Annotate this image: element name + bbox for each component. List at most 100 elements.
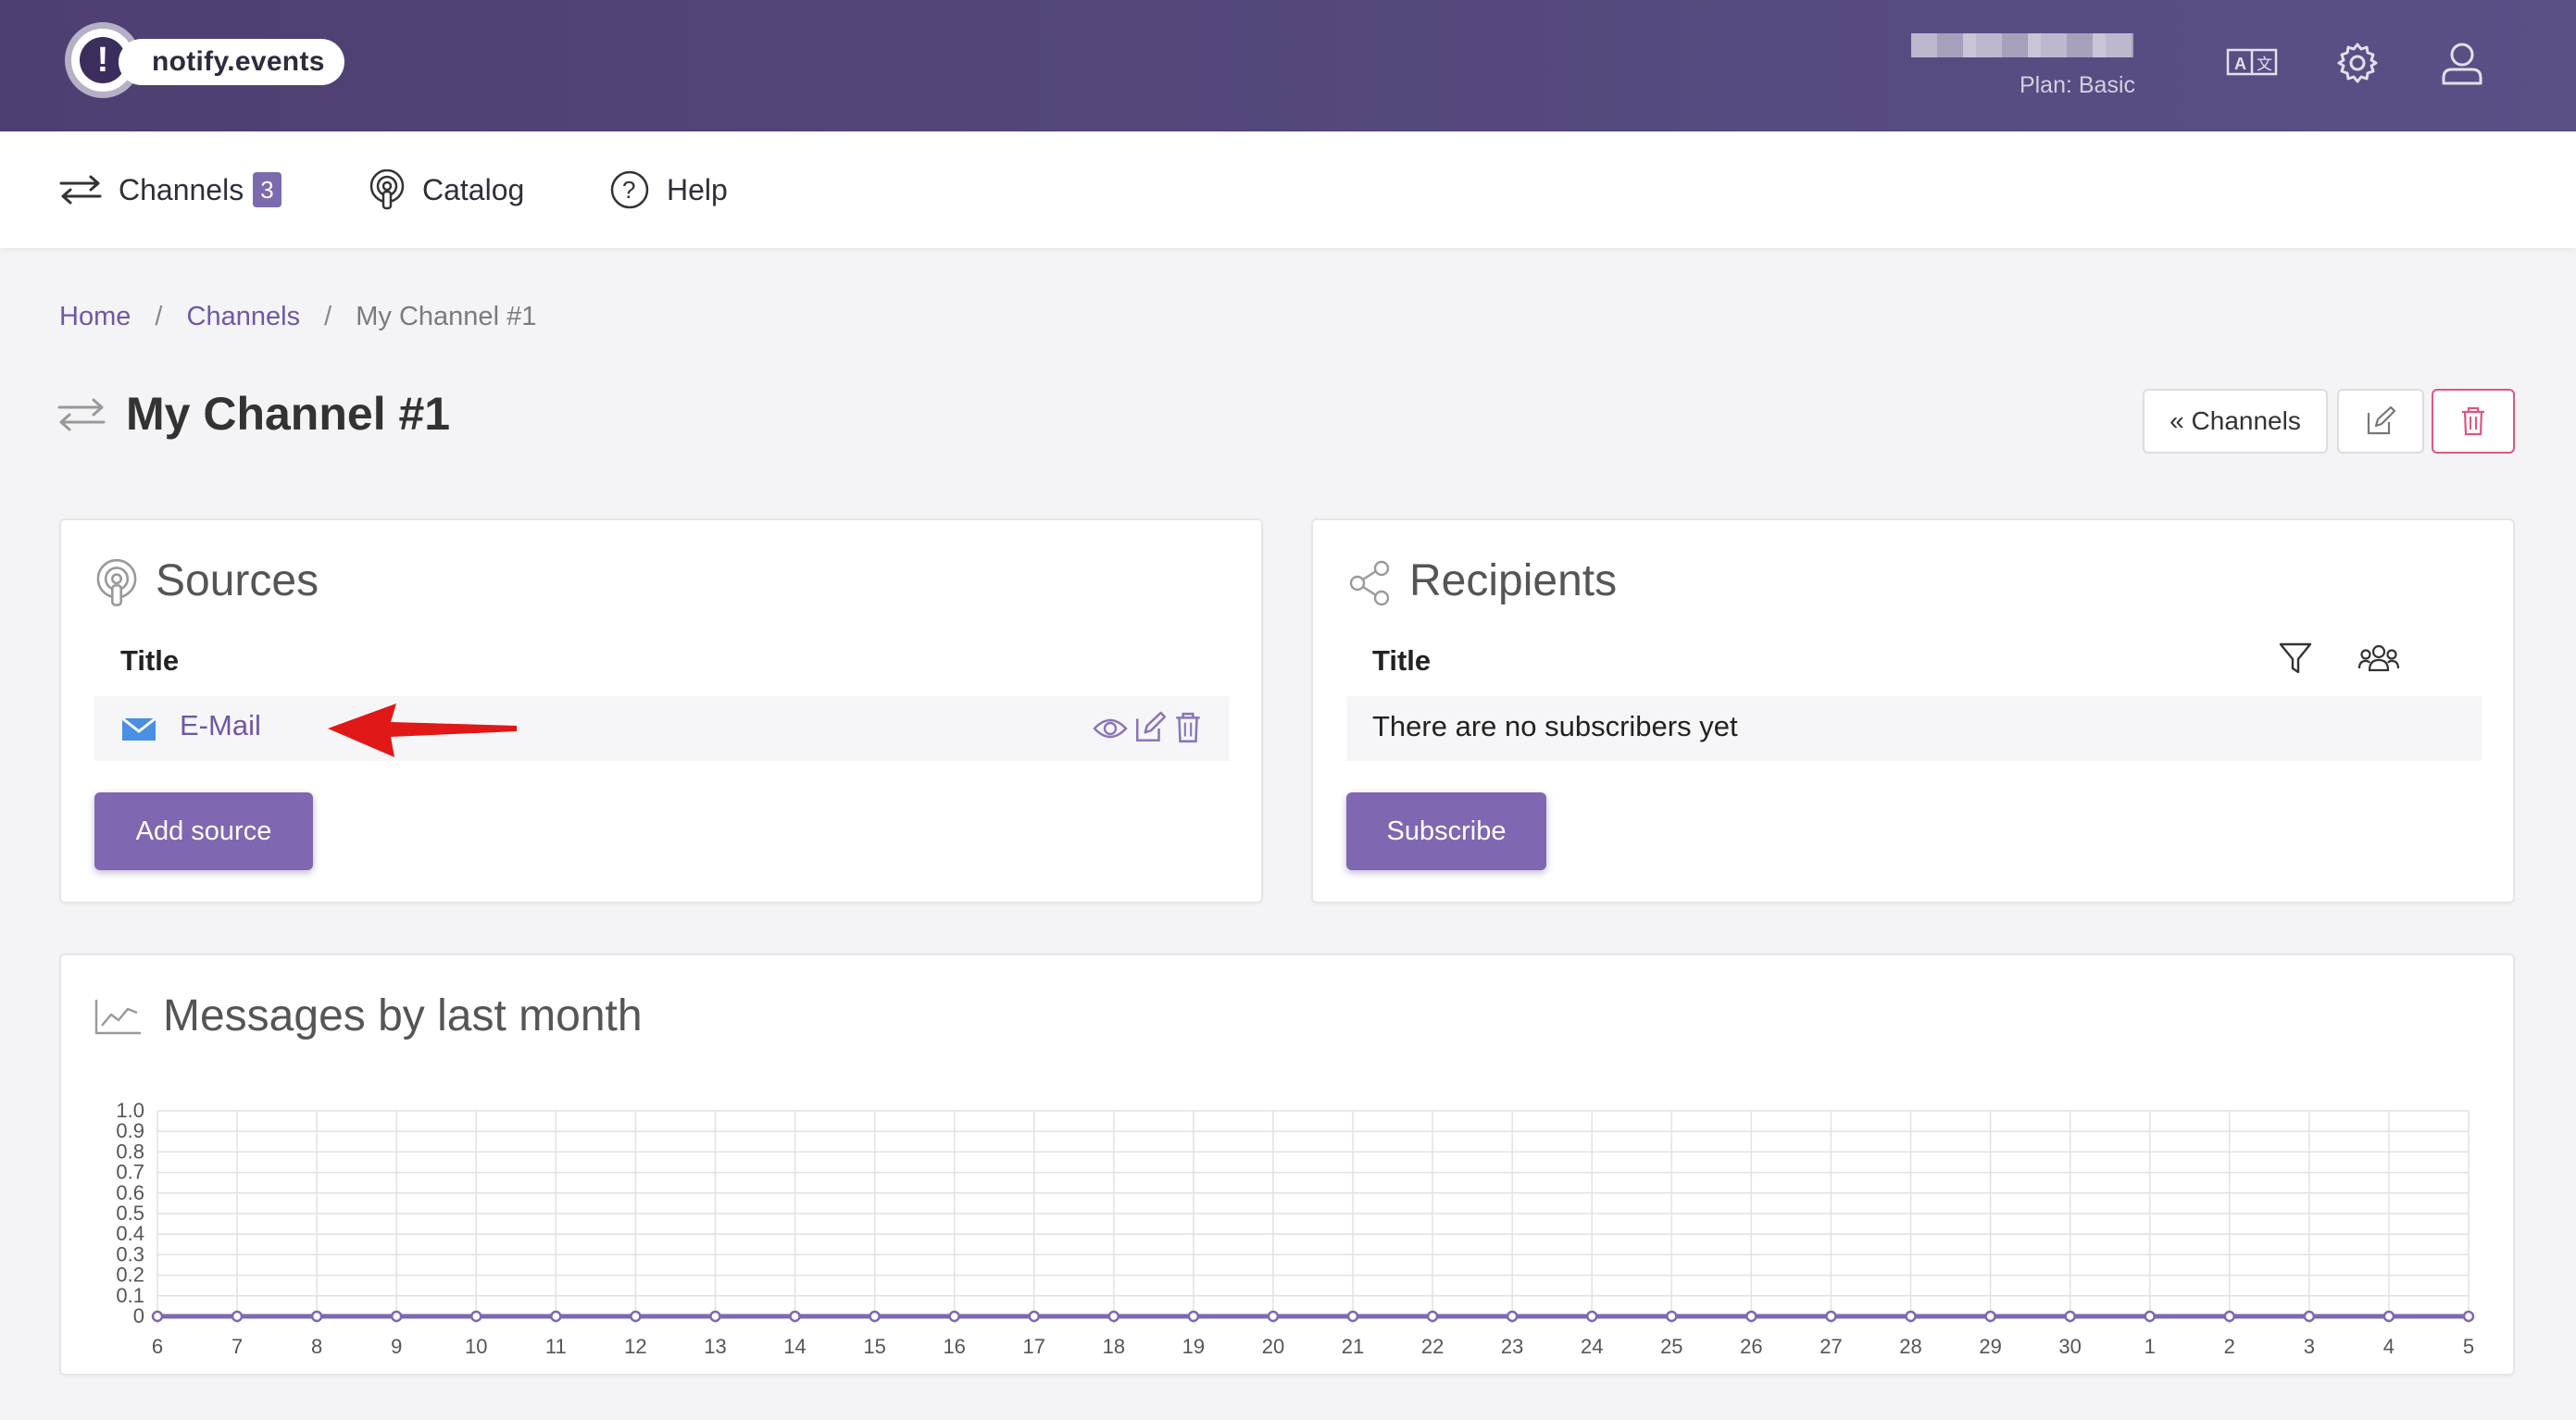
edit-channel-button[interactable] [2337,389,2424,454]
gear-icon[interactable] [2335,41,2380,90]
delete-channel-button[interactable] [2432,389,2515,454]
data-point [1267,1310,1280,1323]
data-point [2303,1310,2316,1323]
data-point [1107,1310,1120,1323]
back-to-channels-button[interactable]: « Channels [2143,389,2328,454]
data-point [1984,1310,1996,1323]
edit-icon[interactable] [1133,711,1167,749]
nav-help[interactable]: ? Help [609,165,728,215]
channels-count-badge: 3 [253,172,281,207]
data-point [1506,1310,1519,1323]
y-tick-label: 0.1 [116,1284,144,1307]
breadcrumb-separator: / [155,302,163,331]
breadcrumb-channels[interactable]: Channels [186,302,301,331]
svg-text:文: 文 [2257,56,2272,74]
data-point [1825,1310,1837,1323]
filter-icon[interactable] [2278,641,2313,680]
mail-icon [121,716,156,745]
data-point [1346,1310,1359,1323]
x-tick-label: 22 [1421,1335,1444,1358]
x-tick-label: 11 [545,1335,567,1358]
sources-title: Sources [156,556,319,605]
x-tick-label: 29 [1979,1335,2001,1358]
data-point [2462,1310,2475,1323]
nav-channels[interactable]: Channels 3 [59,165,281,215]
brand-name[interactable]: notify.events [119,39,344,85]
x-tick-label: 10 [465,1335,487,1358]
trash-icon[interactable] [1174,711,1202,749]
x-tick-label: 30 [2058,1335,2081,1358]
data-point [869,1310,881,1323]
x-tick-label: 16 [943,1335,965,1358]
nav-help-label: Help [667,172,728,206]
view-icon[interactable] [1093,713,1128,749]
data-point [550,1310,562,1323]
y-tick-label: 0.3 [116,1242,144,1265]
recipients-card: Recipients Title There are no subscriber… [1311,518,2515,903]
y-tick-label: 0.9 [116,1119,144,1142]
y-tick-label: 0 [133,1304,144,1327]
y-tick-label: 0.6 [116,1181,144,1204]
data-point [1585,1310,1598,1323]
data-point [709,1310,721,1323]
user-icon[interactable] [2441,41,2483,90]
recipients-empty-row: There are no subscribers yet [1346,696,2482,761]
x-tick-label: 13 [704,1335,726,1358]
y-tick-label: 0.5 [116,1202,144,1225]
x-tick-label: 6 [152,1335,163,1358]
logo-glyph: ! [80,37,126,83]
page-title: My Channel #1 [126,388,451,440]
translate-icon[interactable]: A 文 [2226,46,2278,82]
x-tick-label: 25 [1660,1335,1682,1358]
source-row[interactable]: E-Mail [94,696,1230,761]
recipients-title: Recipients [1409,556,1618,605]
svg-text:A: A [2234,55,2246,73]
data-point [2382,1310,2395,1323]
podcast-icon [369,169,405,210]
messages-chart-card: Messages by last month 1.0 0.9 0.8 0.7 0.6 0.… [59,953,2515,1376]
y-tick-label: 0.2 [116,1264,144,1287]
messages-chart: 1.00.90.80.70.60.50.40.30.20.106 7 8 9 10 11 1… [116,1099,2475,1358]
x-tick-label: 12 [624,1335,646,1358]
account-name-blurred [1911,33,2133,57]
sources-column-title: Title [120,644,180,677]
sources-card: Sources Title E-Mail [59,518,1263,903]
x-tick-label: 8 [311,1335,322,1358]
data-point [470,1310,482,1323]
users-group-icon[interactable] [2357,641,2400,680]
data-point [1028,1310,1041,1323]
x-tick-label: 27 [1819,1335,1842,1358]
x-tick-label: 2 [2224,1335,2235,1358]
breadcrumb: Home / Channels / My Channel #1 [59,302,536,332]
data-point [789,1310,801,1323]
source-email-link[interactable]: E-Mail [180,709,261,741]
x-tick-label: 26 [1740,1335,1762,1358]
trash-icon [2462,406,2484,436]
breadcrumb-separator: / [324,302,332,331]
data-point [151,1310,164,1323]
data-point [310,1310,323,1323]
y-tick-label: 0.4 [116,1222,144,1245]
subscribe-button[interactable]: Subscribe [1346,792,1546,870]
x-tick-label: 9 [391,1335,402,1358]
breadcrumb-home[interactable]: Home [59,302,131,331]
x-tick-label: 19 [1182,1335,1205,1358]
x-tick-label: 3 [2304,1335,2315,1358]
nav-channels-label: Channels [119,172,244,206]
data-point [630,1310,642,1323]
add-source-button[interactable]: Add source [94,792,313,870]
data-point [2223,1310,2236,1323]
y-tick-label: 1.0 [116,1099,144,1122]
x-tick-label: 20 [1262,1335,1284,1358]
x-tick-label: 1 [2145,1335,2156,1358]
data-point [390,1310,403,1323]
no-subscribers-text: There are no subscribers yet [1372,710,1738,742]
y-tick-label: 0.7 [116,1161,144,1184]
main-nav: Channels 3 Catalog ? Help [0,131,2576,248]
data-point [1187,1310,1200,1323]
nav-catalog[interactable]: Catalog [369,165,524,215]
data-point [1666,1310,1678,1323]
data-point [1426,1310,1439,1323]
x-tick-label: 4 [2383,1335,2395,1358]
x-tick-label: 21 [1342,1335,1364,1358]
